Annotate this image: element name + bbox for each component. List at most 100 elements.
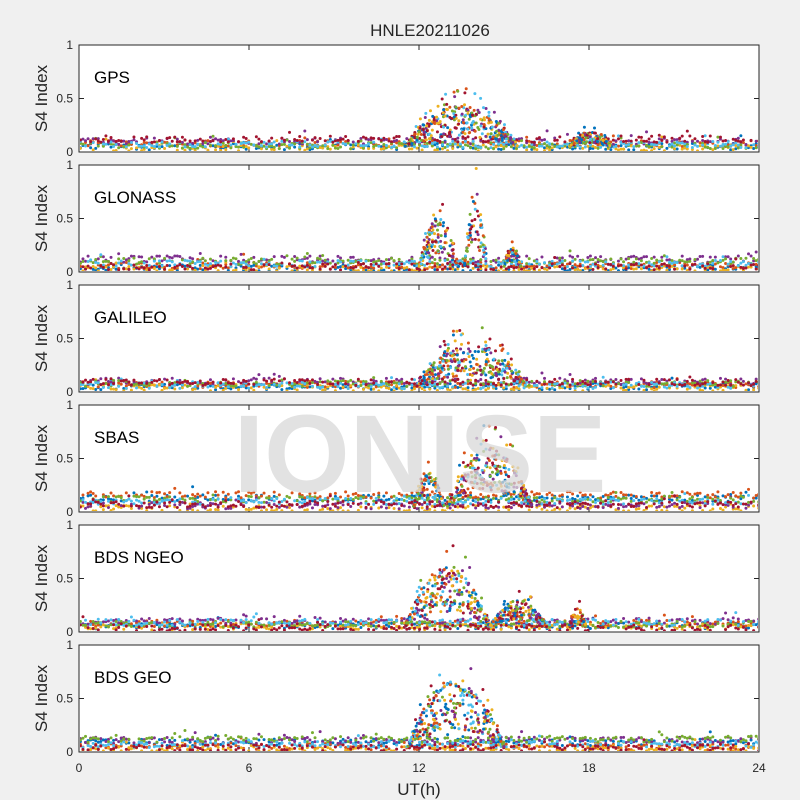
- data-point: [214, 388, 218, 391]
- data-point: [364, 385, 368, 389]
- data-point: [673, 267, 677, 271]
- data-point: [478, 135, 482, 139]
- data-point: [680, 145, 684, 149]
- data-point: [632, 148, 636, 151]
- data-point: [308, 385, 312, 389]
- data-point: [757, 264, 758, 267]
- data-point: [616, 137, 620, 141]
- data-point: [739, 145, 743, 149]
- data-point: [713, 267, 717, 271]
- data-point: [145, 384, 149, 388]
- data-point: [525, 378, 529, 382]
- data-point: [473, 349, 477, 353]
- data-point: [637, 135, 641, 139]
- data-point: [497, 263, 501, 267]
- data-point: [442, 339, 446, 343]
- data-point: [479, 241, 483, 245]
- data-point: [445, 358, 449, 362]
- data-point: [193, 266, 197, 270]
- data-point: [543, 142, 547, 146]
- data-point: [450, 254, 454, 258]
- data-point: [81, 269, 85, 271]
- data-point: [736, 254, 740, 258]
- data-point: [430, 255, 434, 259]
- data-point: [458, 144, 462, 148]
- data-point: [203, 259, 207, 263]
- data-point: [581, 258, 585, 262]
- data-point: [242, 384, 246, 388]
- data-point: [690, 263, 694, 267]
- data-point: [474, 144, 478, 148]
- data-point: [634, 138, 638, 142]
- data-point: [234, 257, 238, 261]
- data-point: [443, 114, 447, 118]
- data-point: [132, 378, 136, 382]
- data-point: [165, 144, 169, 148]
- data-point: [479, 96, 483, 100]
- data-point: [754, 377, 758, 381]
- data-point: [259, 144, 263, 148]
- data-point: [420, 379, 424, 383]
- data-point: [627, 263, 631, 267]
- data-point: [229, 387, 233, 391]
- data-point: [147, 257, 151, 261]
- data-point: [145, 264, 149, 268]
- data-point: [106, 263, 110, 267]
- data-point: [452, 357, 456, 361]
- data-point: [112, 378, 116, 382]
- data-point: [254, 144, 258, 148]
- data-point: [616, 134, 620, 138]
- data-point: [711, 139, 715, 143]
- data-point: [422, 376, 426, 380]
- data-point: [489, 382, 493, 386]
- data-point: [571, 255, 575, 259]
- data-point: [471, 262, 475, 266]
- data-point: [662, 382, 666, 386]
- data-point: [657, 141, 661, 145]
- data-point: [91, 383, 95, 387]
- data-point: [129, 388, 133, 391]
- data-point: [282, 138, 286, 142]
- data-point: [662, 135, 666, 139]
- data-point: [339, 268, 343, 271]
- data-point: [369, 269, 373, 271]
- data-point: [433, 262, 437, 266]
- data-point: [390, 269, 394, 271]
- data-point: [86, 494, 90, 498]
- data-point: [428, 265, 432, 269]
- data-point: [594, 385, 598, 389]
- data-point: [122, 387, 126, 391]
- data-point: [690, 498, 694, 502]
- data-point: [466, 386, 470, 390]
- data-point: [364, 259, 368, 263]
- data-point: [588, 382, 592, 386]
- data-point: [339, 265, 343, 269]
- data-point: [575, 139, 579, 143]
- data-point: [553, 261, 557, 265]
- data-point: [80, 146, 82, 150]
- data-point: [356, 263, 360, 267]
- data-point: [698, 384, 702, 388]
- data-point: [206, 148, 210, 151]
- data-point: [203, 262, 207, 266]
- data-point: [470, 195, 474, 199]
- data-point: [458, 259, 462, 263]
- data-point: [384, 144, 388, 148]
- data-point: [510, 363, 514, 367]
- data-point: [484, 381, 488, 385]
- data-point: [305, 268, 309, 271]
- data-point: [203, 145, 207, 149]
- y-axis-label: S4 Index: [32, 304, 51, 372]
- data-point: [244, 266, 248, 270]
- data-point: [470, 219, 474, 223]
- data-point: [724, 383, 728, 387]
- data-point: [476, 108, 480, 112]
- data-point: [435, 228, 439, 232]
- data-point: [479, 218, 483, 222]
- data-point: [611, 386, 615, 390]
- data-point: [132, 267, 136, 271]
- data-point: [520, 143, 524, 147]
- data-point: [645, 388, 649, 391]
- data-point: [637, 144, 641, 148]
- data-point: [226, 140, 230, 144]
